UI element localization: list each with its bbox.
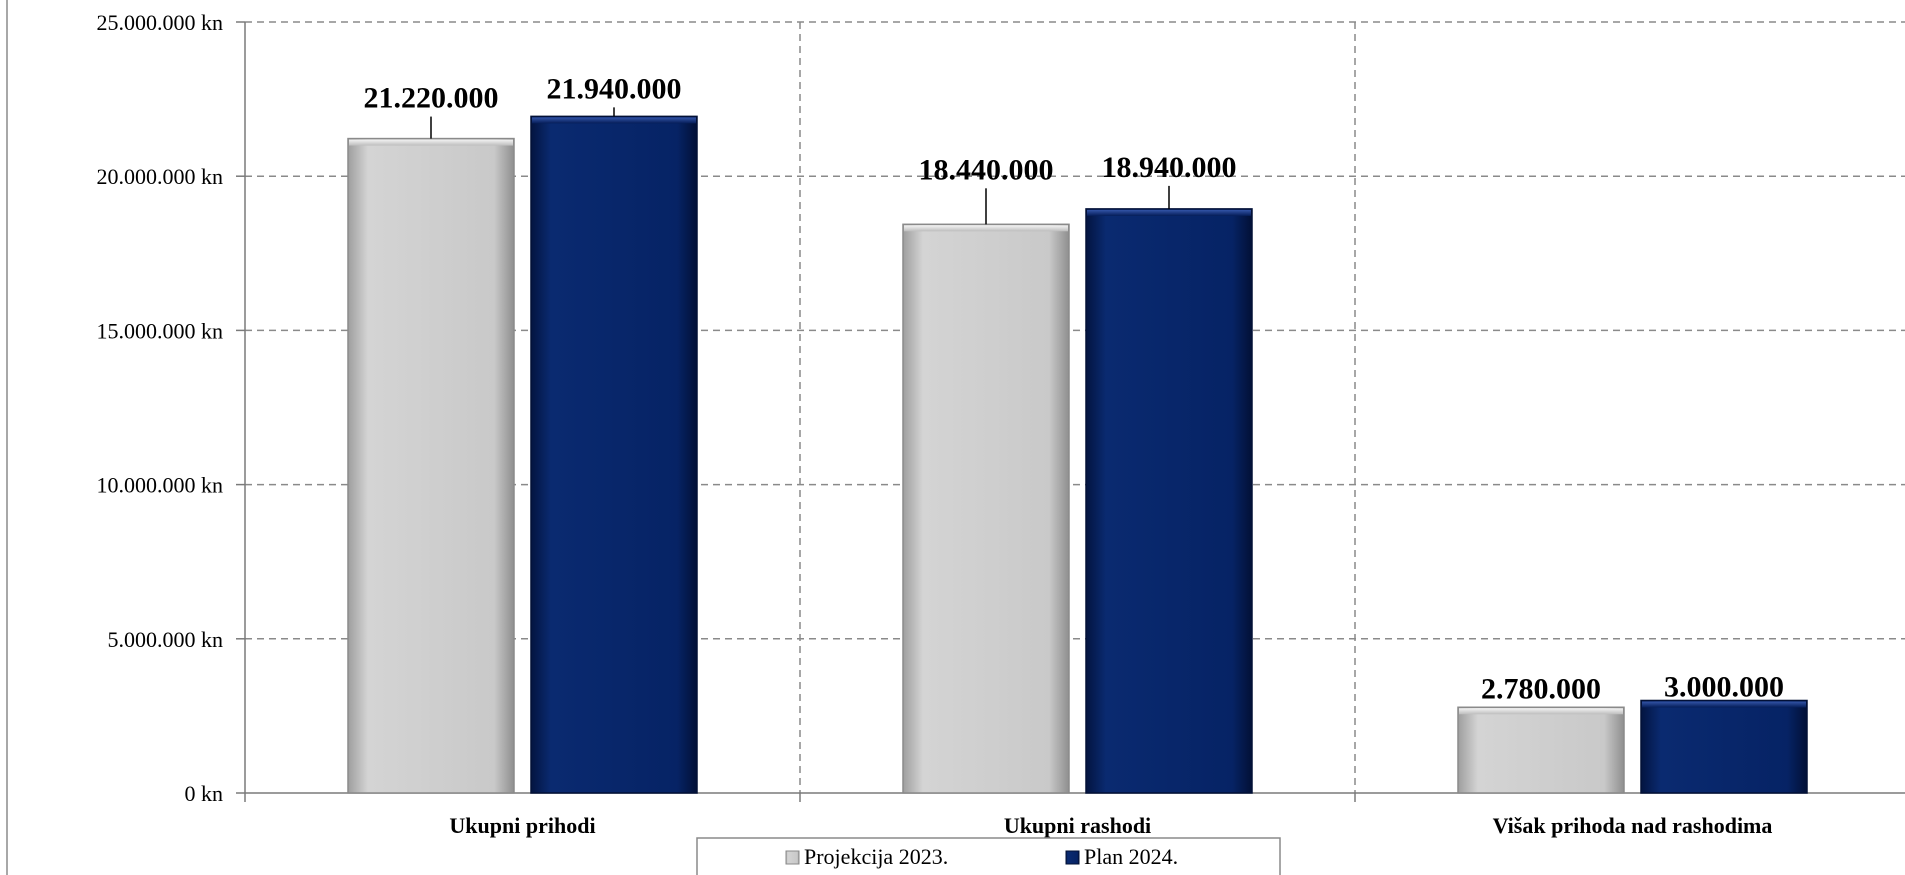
- data-label: 2.780.000: [1481, 672, 1601, 705]
- legend-swatch: [785, 850, 800, 865]
- gridlines: [245, 21, 1905, 793]
- x-category-label: Ukupni prihodi: [449, 813, 595, 838]
- legend: Projekcija 2023. Plan 2024.: [696, 837, 1281, 875]
- x-category-label: Višak prihoda nad rashodima: [1493, 813, 1773, 838]
- bar: [1085, 208, 1253, 794]
- bar: [1640, 699, 1808, 794]
- data-label: 21.940.000: [547, 72, 682, 105]
- bar: [1457, 706, 1625, 794]
- x-category-label: Ukupni rashodi: [1004, 813, 1151, 838]
- bar: [902, 223, 1070, 794]
- legend-label: Projekcija 2023.: [804, 844, 948, 869]
- y-tick-label: 0 kn: [185, 781, 224, 806]
- bar-bevel: [532, 117, 696, 124]
- y-tick-label: 10.000.000 kn: [97, 473, 224, 498]
- bar-bevel: [1087, 209, 1251, 216]
- y-tick-label: 25.000.000 kn: [97, 10, 224, 35]
- bars: [347, 115, 1808, 794]
- data-label: 18.440.000: [919, 153, 1054, 186]
- bar-bevel: [1459, 708, 1623, 715]
- data-label: 3.000.000: [1664, 670, 1784, 703]
- y-tick-label: 15.000.000 kn: [97, 318, 224, 343]
- legend-label: Plan 2024.: [1084, 844, 1178, 869]
- y-tick-label: 5.000.000 kn: [108, 627, 224, 652]
- legend-box: [696, 837, 1281, 875]
- y-tick-label: 20.000.000 kn: [97, 164, 224, 189]
- bar: [530, 115, 698, 794]
- data-labels: 21.220.000 21.940.000 18.440.000 18.940.000…: [364, 72, 1785, 705]
- data-label: 18.940.000: [1102, 151, 1237, 184]
- bar-bevel: [349, 139, 513, 146]
- axes: 0 kn 5.000.000 kn 10.000.000 kn 15.000.000 …: [6, 0, 1905, 875]
- bar: [347, 137, 515, 794]
- bar-bevel: [1642, 701, 1806, 708]
- legend-swatch: [1065, 850, 1080, 865]
- bar-bevel: [904, 225, 1068, 232]
- data-label: 21.220.000: [364, 82, 499, 115]
